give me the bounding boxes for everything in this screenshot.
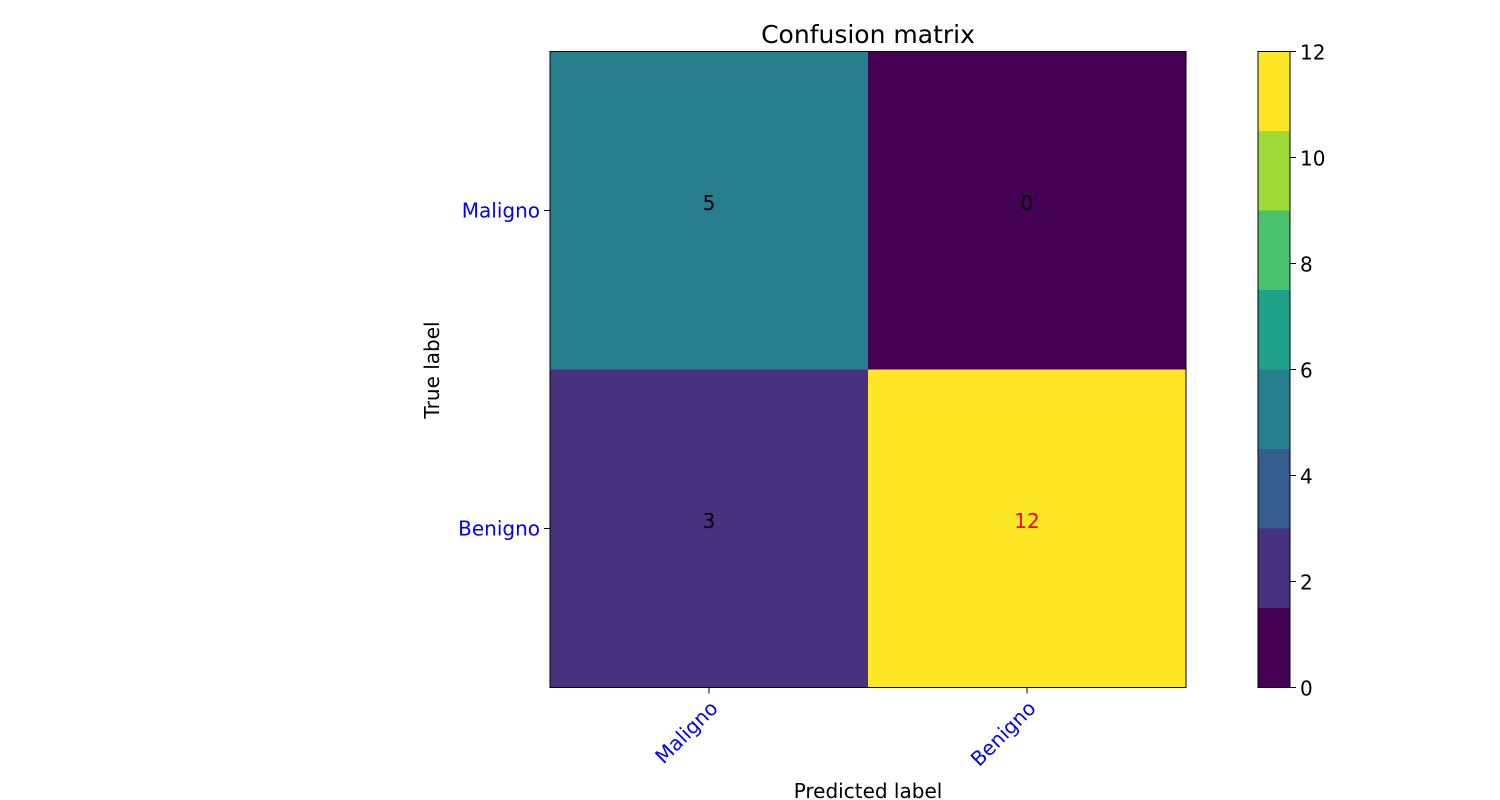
cell-value-label: 3: [703, 509, 716, 533]
y-tick-label: Benigno: [458, 517, 540, 541]
colorbar-bin: [1258, 608, 1290, 688]
x-tick-label: Maligno: [650, 696, 722, 768]
colorbar-tick-label: 10: [1300, 147, 1325, 171]
colorbar-bin: [1258, 131, 1290, 211]
y-axis-label: True label: [420, 321, 444, 419]
colorbar-tick-label: 0: [1300, 677, 1313, 701]
colorbar-bin: [1258, 290, 1290, 370]
colorbar-tick-label: 8: [1300, 253, 1313, 277]
matrix-cell: [550, 369, 868, 688]
x-axis-ticks: Maligno Benigno: [650, 687, 1041, 771]
x-axis-label: Predicted label: [794, 779, 943, 800]
matrix-frame: [549, 51, 1187, 688]
y-tick-label: Maligno: [462, 199, 540, 223]
colorbar-tick-label: 4: [1300, 465, 1313, 489]
matrix-cell: [868, 51, 1186, 370]
cell-value-label: 0: [1021, 191, 1034, 215]
chart-title: Confusion matrix: [761, 20, 975, 49]
colorbar-bin: [1258, 449, 1290, 529]
colorbar-bin: [1258, 51, 1290, 131]
colorbar-bin: [1258, 528, 1290, 608]
colorbar-tick-label: 2: [1300, 571, 1313, 595]
colorbar-bin: [1258, 210, 1290, 290]
colorbar-tick-label: 12: [1300, 41, 1325, 65]
cell-value-label: 12: [1014, 509, 1039, 533]
matrix-cell: [868, 369, 1186, 688]
x-tick-label: Benigno: [966, 696, 1041, 771]
matrix-cells: 5 0 3 12: [550, 51, 1186, 688]
colorbar: 0 2 4 6 8 10 12: [1257, 41, 1325, 701]
cell-value-label: 5: [703, 191, 716, 215]
colorbar-tick-label: 6: [1300, 359, 1313, 383]
matrix-cell: [550, 51, 868, 370]
colorbar-bin: [1258, 369, 1290, 449]
y-axis-ticks: Maligno Benigno: [458, 199, 550, 541]
